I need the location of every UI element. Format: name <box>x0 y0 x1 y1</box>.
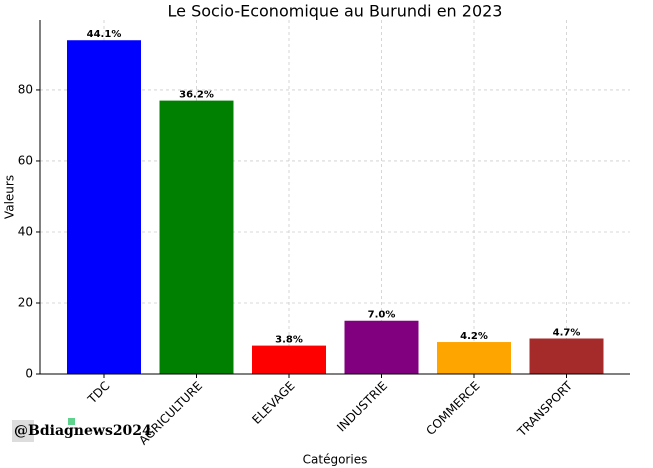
y-tick-label: 40 <box>18 224 33 238</box>
y-tick-label: 60 <box>18 153 33 167</box>
watermark-dot <box>68 418 75 425</box>
y-tick-label: 0 <box>25 367 33 381</box>
watermark-icon <box>12 420 34 442</box>
x-tick-label: ELEVAGE <box>249 379 297 427</box>
y-axis-label: Valeurs <box>3 175 17 219</box>
value-label: 3.8% <box>275 335 303 346</box>
bar <box>159 100 234 375</box>
value-label: 4.7% <box>553 327 581 338</box>
watermark: @Bdiagnews2024 <box>14 423 152 439</box>
value-label: 7.0% <box>368 310 396 321</box>
x-tick-label: TDC <box>84 379 112 407</box>
value-label: 4.2% <box>460 331 488 342</box>
x-tick-label: AGRICULTURE <box>136 379 205 448</box>
bar <box>344 320 419 374</box>
bar <box>437 342 511 374</box>
x-tick-label: TRANSPORT <box>514 378 576 440</box>
value-label: 44.1% <box>87 29 122 40</box>
y-tick-label: 20 <box>18 295 33 309</box>
x-tick-label: INDUSTRIE <box>334 379 390 435</box>
chart-title: Le Socio-Economique au Burundi en 2023 <box>168 2 503 21</box>
bar <box>252 345 326 374</box>
bar <box>529 338 604 374</box>
value-label: 36.2% <box>179 90 214 101</box>
bar <box>67 40 141 375</box>
y-tick-label: 80 <box>18 82 33 96</box>
x-tick-label: COMMERCE <box>423 379 482 438</box>
x-axis-label: Catégories <box>303 453 368 467</box>
